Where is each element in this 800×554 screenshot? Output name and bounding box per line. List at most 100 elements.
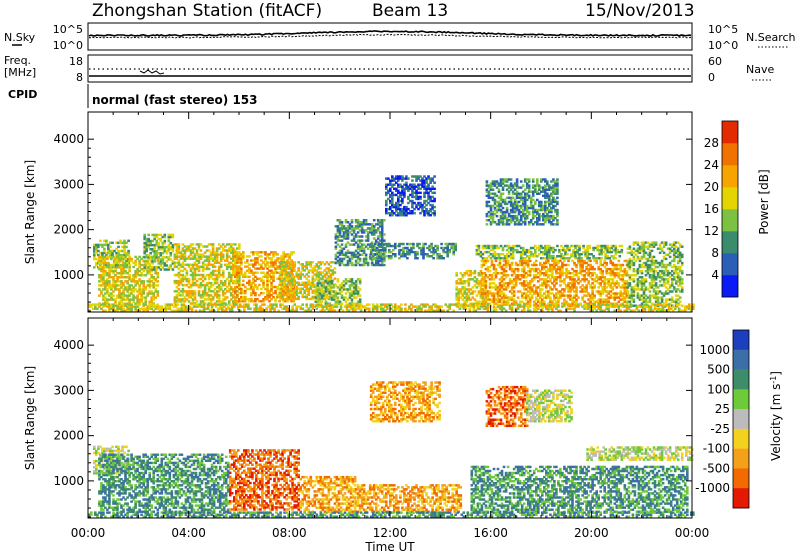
echo-cell bbox=[181, 292, 185, 295]
echo-cell bbox=[526, 300, 530, 303]
echo-cell bbox=[157, 266, 161, 269]
echo-cell bbox=[499, 210, 503, 214]
echo-cell bbox=[128, 300, 131, 303]
echo-cell bbox=[501, 223, 505, 226]
echo-cell bbox=[523, 188, 527, 191]
echo-cell bbox=[240, 271, 243, 274]
echo-cell bbox=[544, 184, 547, 187]
echo-cell bbox=[455, 294, 459, 297]
echo-cell bbox=[380, 225, 384, 228]
echo-cell bbox=[126, 276, 129, 279]
echo-cell bbox=[191, 263, 195, 267]
echo-cell bbox=[503, 244, 507, 248]
echo-cell bbox=[516, 296, 520, 299]
echo-cell bbox=[446, 244, 450, 248]
echo-cell bbox=[467, 290, 471, 293]
echo-cell bbox=[147, 241, 151, 245]
echo-cell bbox=[340, 247, 344, 250]
echo-cell bbox=[266, 263, 269, 266]
echo-cell bbox=[391, 175, 394, 178]
echo-cell bbox=[256, 251, 259, 254]
echo-cell bbox=[547, 259, 550, 263]
echo-cell bbox=[285, 267, 288, 270]
echo-cell bbox=[112, 265, 115, 269]
echo-cell bbox=[293, 297, 297, 301]
echo-cell bbox=[213, 279, 217, 283]
echo-cell bbox=[607, 280, 611, 283]
echo-cell bbox=[467, 269, 471, 273]
echo-cell bbox=[547, 294, 550, 297]
echo-cell bbox=[193, 298, 197, 301]
echo-cell bbox=[544, 221, 547, 224]
echo-cell bbox=[344, 282, 348, 285]
echo-cell bbox=[149, 258, 153, 261]
echo-cell bbox=[584, 253, 587, 256]
echo-cell bbox=[283, 293, 286, 297]
echo-cell bbox=[246, 269, 249, 272]
echo-cell bbox=[124, 261, 127, 265]
echo-cell bbox=[101, 243, 104, 247]
echo-cell bbox=[159, 237, 163, 241]
echo-cell bbox=[553, 302, 556, 305]
echo-cell bbox=[115, 241, 118, 245]
echo-cell bbox=[583, 280, 586, 283]
echo-cell bbox=[232, 263, 235, 267]
echo-cell bbox=[311, 297, 315, 301]
freq-left-tick-top: 18 bbox=[69, 55, 83, 68]
echo-cell bbox=[360, 221, 364, 224]
echo-cell bbox=[147, 266, 151, 269]
echo-cell bbox=[413, 185, 416, 188]
echo-cell bbox=[287, 271, 290, 274]
echo-cell bbox=[563, 263, 566, 267]
echo-cell bbox=[350, 282, 354, 285]
echo-cell bbox=[496, 272, 500, 275]
echo-cell bbox=[356, 231, 360, 234]
echo-cell bbox=[527, 196, 531, 200]
echo-cell bbox=[155, 243, 159, 247]
echo-cell bbox=[211, 296, 215, 299]
echo-cell bbox=[498, 259, 502, 263]
echo-cell bbox=[205, 255, 209, 258]
echo-cell bbox=[499, 221, 503, 224]
echo-cell bbox=[342, 298, 346, 301]
echo-cell bbox=[504, 269, 508, 273]
echo-cell bbox=[236, 257, 239, 260]
echo-cell bbox=[541, 288, 544, 291]
echo-cell bbox=[315, 275, 319, 278]
echo-cell bbox=[521, 184, 525, 187]
echo-cell bbox=[346, 251, 350, 255]
echo-cell bbox=[107, 251, 110, 255]
echo-cell bbox=[477, 284, 481, 287]
echo-cell bbox=[120, 276, 123, 279]
echo-cell bbox=[354, 290, 358, 293]
echo-cell bbox=[531, 214, 535, 218]
echo-cell bbox=[505, 208, 509, 212]
echo-cell bbox=[494, 267, 498, 271]
echo-cell bbox=[114, 259, 117, 263]
echo-cell bbox=[352, 294, 356, 297]
echo-cell bbox=[134, 302, 137, 305]
echo-cell bbox=[594, 246, 598, 250]
echo-cell bbox=[268, 265, 271, 268]
echo-cell bbox=[316, 288, 320, 291]
echo-cell bbox=[254, 298, 257, 301]
echo-cell bbox=[149, 239, 153, 243]
echo-cell bbox=[234, 287, 237, 291]
echo-cell bbox=[433, 212, 436, 215]
echo-cell bbox=[124, 255, 127, 259]
echo-cell bbox=[207, 255, 211, 258]
echo-cell bbox=[536, 223, 539, 226]
echo-cell bbox=[175, 281, 179, 285]
echo-cell bbox=[140, 272, 143, 275]
echo-cell bbox=[415, 197, 418, 201]
echo-cell bbox=[334, 241, 338, 244]
echo-cell bbox=[609, 261, 613, 265]
echo-cell bbox=[148, 278, 152, 281]
echo-cell bbox=[479, 296, 483, 299]
echo-cell bbox=[550, 192, 553, 195]
echo-cell bbox=[401, 201, 404, 205]
echo-cell bbox=[411, 195, 414, 199]
echo-cell bbox=[419, 191, 422, 195]
echo-cell bbox=[219, 259, 223, 262]
